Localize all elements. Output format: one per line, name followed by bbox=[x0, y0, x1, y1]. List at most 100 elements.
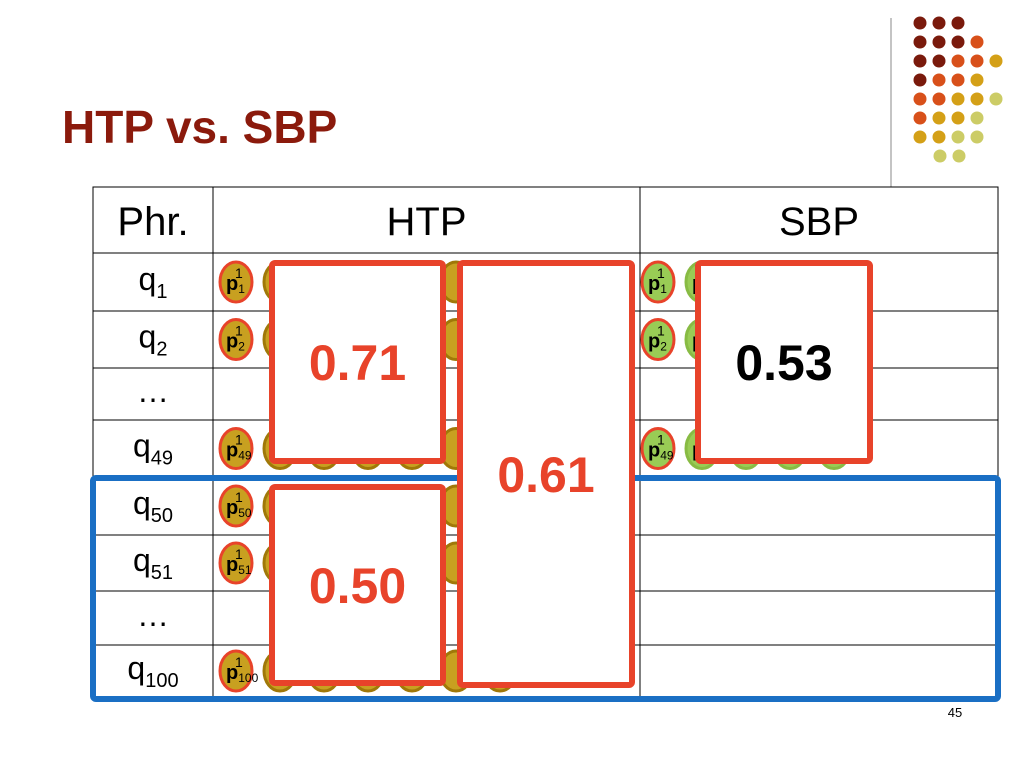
chip-sup: 1 bbox=[235, 546, 243, 562]
chip-sub: 50 bbox=[238, 506, 252, 520]
chip bbox=[218, 260, 254, 304]
callout-value: 0.50 bbox=[309, 558, 406, 614]
dot bbox=[913, 35, 927, 49]
phrase-label: … bbox=[137, 597, 169, 633]
column-header: HTP bbox=[387, 200, 467, 244]
callout-value: 0.61 bbox=[497, 447, 594, 503]
callouts: 0.71 0.61 0.50 0.53 bbox=[90, 260, 1001, 702]
phrase-base: q bbox=[139, 261, 157, 297]
dot bbox=[932, 111, 946, 125]
chip-sup: 1 bbox=[235, 265, 243, 281]
phrase-base: … bbox=[137, 597, 169, 633]
chip-sup: 1 bbox=[235, 654, 243, 670]
dot bbox=[951, 35, 965, 49]
chip-sub: 2 bbox=[238, 340, 245, 354]
callout-box bbox=[695, 260, 873, 464]
phrase-sub: 100 bbox=[145, 670, 178, 692]
callout-box bbox=[269, 484, 446, 686]
chip-sup: 1 bbox=[235, 489, 243, 505]
callout-box bbox=[269, 260, 446, 464]
dot bbox=[952, 149, 966, 163]
phrase-base: q bbox=[133, 428, 151, 464]
chip-sub: 100 bbox=[238, 671, 258, 685]
chip-sup: 1 bbox=[657, 265, 665, 281]
chip bbox=[640, 260, 676, 304]
chip-label: p49 bbox=[226, 440, 252, 463]
dot bbox=[951, 92, 965, 106]
chip-base: p bbox=[226, 331, 238, 353]
dot bbox=[913, 73, 927, 87]
chip-base: p bbox=[226, 497, 238, 519]
dot bbox=[932, 92, 946, 106]
dot bbox=[951, 130, 965, 144]
callout-value: 0.53 bbox=[735, 335, 832, 391]
phrase-base: q bbox=[127, 650, 145, 686]
callout-value: 0.71 bbox=[309, 335, 406, 391]
dot bbox=[970, 35, 984, 49]
chip bbox=[640, 427, 676, 470]
dot bbox=[970, 130, 984, 144]
dot bbox=[913, 130, 927, 144]
chip-label: p49 bbox=[648, 440, 674, 463]
chip-base: p bbox=[226, 273, 238, 295]
phrase-base: q bbox=[133, 542, 151, 578]
dot bbox=[932, 73, 946, 87]
chip bbox=[218, 649, 254, 693]
phrase-sub: 2 bbox=[156, 339, 167, 361]
dot bbox=[932, 35, 946, 49]
phrase-sub: 1 bbox=[156, 281, 167, 303]
dot bbox=[933, 149, 947, 163]
dot bbox=[951, 16, 965, 30]
phrase-base: q bbox=[139, 319, 157, 355]
chip-base: p bbox=[648, 331, 660, 353]
chip-label: p50 bbox=[226, 497, 252, 520]
phrase-base: … bbox=[137, 373, 169, 409]
dot bbox=[913, 111, 927, 125]
phrase-sub: 49 bbox=[151, 448, 173, 470]
chip bbox=[218, 484, 254, 528]
chip-sup: 1 bbox=[657, 323, 665, 339]
chip-base: p bbox=[648, 440, 660, 462]
phrase-label: q50 bbox=[133, 485, 173, 527]
dot bbox=[951, 73, 965, 87]
chip-sub: 2 bbox=[660, 340, 667, 354]
chip-label: p1 bbox=[226, 273, 245, 296]
chip-sub: 1 bbox=[238, 282, 245, 296]
column-header: Phr. bbox=[117, 200, 188, 244]
phrase-sub: 51 bbox=[151, 562, 173, 584]
chip-label: p51 bbox=[226, 554, 252, 577]
phrase-label: q51 bbox=[133, 542, 173, 584]
dot bbox=[989, 92, 1003, 106]
phrase-label: … bbox=[137, 373, 169, 409]
callout-box bbox=[457, 260, 635, 688]
chip-base: p bbox=[226, 662, 238, 684]
dot bbox=[970, 111, 984, 125]
chip-sub: 1 bbox=[660, 282, 667, 296]
decoration bbox=[913, 16, 1003, 163]
phrase-label: q100 bbox=[127, 650, 178, 692]
chip-sup: 1 bbox=[235, 323, 243, 339]
dot bbox=[913, 16, 927, 30]
dot bbox=[913, 54, 927, 68]
chip-label: p1 bbox=[648, 273, 667, 296]
slide-title: HTP vs. SBP bbox=[62, 101, 337, 153]
chip-sup: 1 bbox=[657, 432, 665, 448]
phrase-label: q1 bbox=[139, 261, 168, 303]
chip-base: p bbox=[226, 554, 238, 576]
dot bbox=[951, 111, 965, 125]
dot bbox=[932, 130, 946, 144]
chip-base: p bbox=[648, 273, 660, 295]
chip-label: p2 bbox=[648, 331, 667, 354]
page-number: 45 bbox=[948, 705, 962, 720]
dot bbox=[932, 16, 946, 30]
chip bbox=[218, 318, 254, 361]
phrase-label: q49 bbox=[133, 428, 173, 470]
dot bbox=[970, 92, 984, 106]
chip bbox=[218, 427, 254, 470]
dot bbox=[951, 54, 965, 68]
chip-label: p100 bbox=[226, 662, 259, 685]
dot bbox=[989, 54, 1003, 68]
phrase-label: q2 bbox=[139, 319, 168, 361]
chip bbox=[218, 541, 254, 585]
